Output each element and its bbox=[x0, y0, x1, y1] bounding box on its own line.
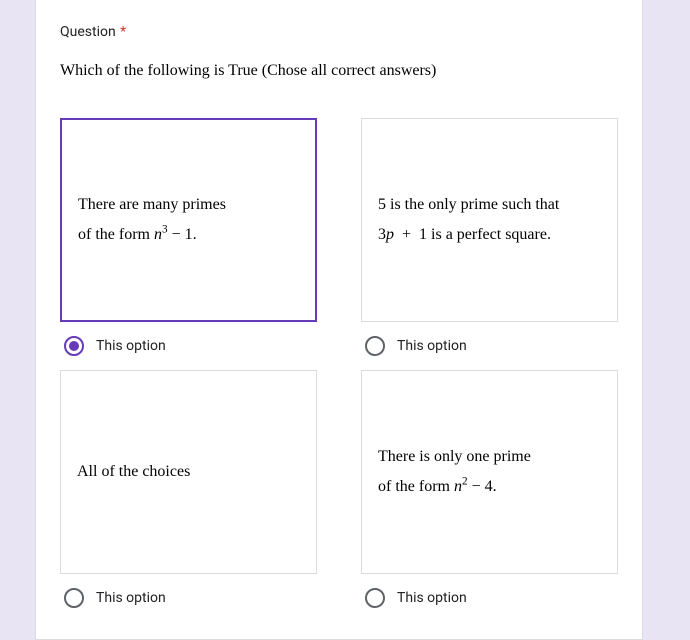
question-text: Which of the following is True (Chose al… bbox=[60, 62, 618, 80]
option-cell-2: 5 is the only prime such that 3p + 1 is … bbox=[361, 118, 618, 356]
radio-row-4[interactable]: This option bbox=[361, 588, 618, 608]
radio-dot-icon bbox=[69, 341, 79, 351]
radio-label: This option bbox=[96, 590, 166, 606]
question-label: Question bbox=[60, 24, 116, 40]
radio-label: This option bbox=[397, 338, 467, 354]
option-text: 3p + 1 is a perfect square. bbox=[378, 220, 601, 250]
radio-unselected-icon bbox=[365, 588, 385, 608]
radio-selected-icon bbox=[64, 336, 84, 356]
option-box-4[interactable]: There is only one prime of the form n2 −… bbox=[361, 370, 618, 574]
radio-unselected-icon bbox=[64, 588, 84, 608]
option-cell-3: All of the choices This option bbox=[60, 370, 317, 608]
option-text: There are many primes bbox=[78, 190, 299, 220]
question-header: Question * bbox=[60, 24, 618, 40]
radio-label: This option bbox=[96, 338, 166, 354]
option-text: All of the choices bbox=[77, 457, 300, 487]
option-text: 5 is the only prime such that bbox=[378, 190, 601, 220]
radio-row-1[interactable]: This option bbox=[60, 336, 317, 356]
option-text: of the form n2 − 4. bbox=[378, 472, 601, 502]
option-box-3[interactable]: All of the choices bbox=[60, 370, 317, 574]
options-grid: There are many primes of the form n3 − 1… bbox=[60, 118, 618, 608]
option-text: of the form n3 − 1. bbox=[78, 220, 299, 250]
radio-row-3[interactable]: This option bbox=[60, 588, 317, 608]
radio-row-2[interactable]: This option bbox=[361, 336, 618, 356]
required-asterisk: * bbox=[117, 24, 127, 40]
option-text: There is only one prime bbox=[378, 442, 601, 472]
question-card: Question * Which of the following is Tru… bbox=[35, 0, 643, 640]
radio-unselected-icon bbox=[365, 336, 385, 356]
radio-label: This option bbox=[397, 590, 467, 606]
option-cell-4: There is only one prime of the form n2 −… bbox=[361, 370, 618, 608]
option-box-1[interactable]: There are many primes of the form n3 − 1… bbox=[60, 118, 317, 322]
option-cell-1: There are many primes of the form n3 − 1… bbox=[60, 118, 317, 356]
option-box-2[interactable]: 5 is the only prime such that 3p + 1 is … bbox=[361, 118, 618, 322]
